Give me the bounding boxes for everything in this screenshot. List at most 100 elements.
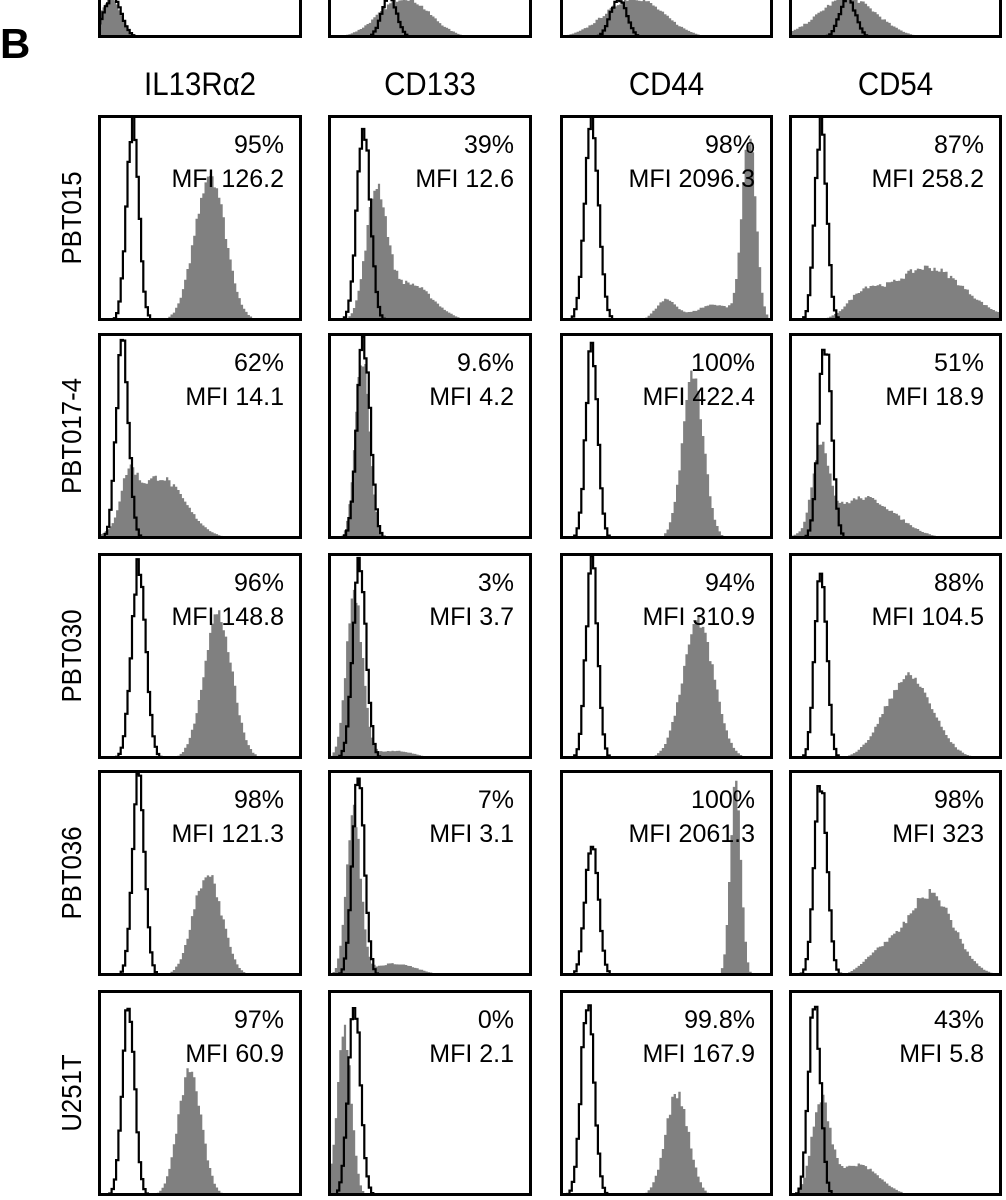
- percent-positive: 7%: [478, 786, 514, 814]
- panel-frame: [789, 770, 1002, 976]
- panel-frame: [328, 770, 532, 976]
- percent-positive: 62%: [234, 349, 284, 377]
- percent-positive: 39%: [464, 131, 514, 159]
- mfi-value: MFI 3.1: [429, 820, 514, 848]
- panel-frame: [98, 770, 302, 976]
- percent-positive: 0%: [478, 1006, 514, 1034]
- stained-histogram: [560, 1091, 773, 1196]
- histogram-panel: 62% MFI 14.1: [98, 333, 302, 539]
- histogram-panel: 94% MFI 310.9: [560, 553, 773, 759]
- stained-histogram: [789, 889, 1002, 976]
- histogram-panel: 51% MFI 18.9: [789, 333, 1002, 539]
- histogram-panel: 99.8% MFI 167.9: [560, 990, 773, 1196]
- mfi-value: MFI 422.4: [642, 383, 755, 411]
- mfi-value: MFI 104.5: [871, 603, 984, 631]
- panel-frame: [789, 115, 1002, 321]
- panel-frame: [560, 115, 773, 321]
- stained-histogram: [789, 0, 1002, 38]
- stained-histogram: [560, 615, 773, 759]
- stained-histogram: [98, 610, 302, 759]
- percent-positive: 3%: [478, 569, 514, 597]
- isotype-histogram: [98, 1007, 302, 1196]
- histogram-panel: 96% MFI 148.8: [98, 553, 302, 759]
- mfi-value: MFI 2096.3: [629, 165, 755, 193]
- stained-histogram: [328, 589, 532, 759]
- panel-frame: [789, 990, 1002, 1196]
- isotype-histogram: [560, 341, 773, 539]
- stained-histogram: [789, 441, 1002, 539]
- percent-positive: 43%: [934, 1006, 984, 1034]
- panel-frame: [328, 990, 532, 1196]
- histogram-panel: 97% MFI 60.9: [98, 990, 302, 1196]
- percent-positive: 88%: [934, 569, 984, 597]
- mfi-value: MFI 14.1: [185, 383, 284, 411]
- histogram-panel: 88% MFI 104.5: [789, 553, 1002, 759]
- mfi-value: MFI 3.7: [429, 603, 514, 631]
- histogram-panel: 98% MFI 323: [789, 770, 1002, 976]
- histogram-panel: 0% MFI 2.1: [328, 990, 532, 1196]
- partial-histogram-panel: [789, 0, 1002, 38]
- stained-histogram: [98, 0, 302, 38]
- isotype-histogram: [789, 572, 1002, 759]
- isotype-histogram: [789, 115, 1002, 321]
- panel-frame: [98, 0, 302, 38]
- isotype-histogram: [98, 338, 302, 539]
- partial-histogram-panel: [328, 0, 532, 38]
- row-label: PBT036: [56, 826, 87, 920]
- mfi-value: MFI 2.1: [429, 1040, 514, 1068]
- percent-positive: 87%: [934, 131, 984, 159]
- panel-frame: [98, 333, 302, 539]
- percent-positive: 9.6%: [457, 349, 514, 377]
- histogram-panel: 95% MFI 126.2: [98, 115, 302, 321]
- panel-frame: [560, 333, 773, 539]
- percent-positive: 100%: [691, 349, 755, 377]
- isotype-histogram: [789, 785, 1002, 976]
- isotype-histogram: [328, 1007, 532, 1196]
- stained-histogram: [789, 265, 1002, 321]
- stained-histogram: [328, 0, 532, 38]
- isotype-histogram: [789, 348, 1002, 539]
- isotype-histogram: [560, 845, 773, 976]
- panel-frame: [328, 115, 532, 321]
- panel-frame: [789, 553, 1002, 759]
- panel-frame: [328, 0, 532, 38]
- mfi-value: MFI 148.8: [171, 603, 284, 631]
- stained-histogram: [560, 780, 773, 976]
- isotype-histogram: [328, 127, 532, 321]
- isotype-histogram: [560, 115, 773, 321]
- stained-histogram: [98, 1068, 302, 1196]
- histogram-panel: 98% MFI 2096.3: [560, 115, 773, 321]
- stained-histogram: [98, 176, 302, 321]
- isotype-histogram: [789, 1005, 1002, 1196]
- panel-frame: [789, 333, 1002, 539]
- panel-frame: [560, 770, 773, 976]
- panel-frame: [560, 990, 773, 1196]
- row-label: PBT015: [56, 171, 87, 265]
- histogram-panel: 43% MFI 5.8: [789, 990, 1002, 1196]
- panel-frame: [328, 553, 532, 759]
- isotype-histogram: [560, 1004, 773, 1196]
- isotype-histogram: [98, 558, 302, 759]
- percent-positive: 98%: [934, 786, 984, 814]
- panel-frame: [98, 115, 302, 321]
- stained-histogram: [328, 1024, 532, 1196]
- isotype-histogram: [98, 0, 302, 38]
- percent-positive: 98%: [234, 786, 284, 814]
- panel-letter: B: [0, 20, 31, 67]
- mfi-value: MFI 126.2: [171, 165, 284, 193]
- histogram-panel: 39% MFI 12.6: [328, 115, 532, 321]
- panel-frame: [328, 333, 532, 539]
- percent-positive: 99.8%: [684, 1006, 755, 1034]
- mfi-value: MFI 167.9: [642, 1040, 755, 1068]
- column-header: CD54: [857, 66, 934, 102]
- mfi-value: MFI 5.8: [899, 1040, 984, 1068]
- isotype-histogram: [98, 773, 302, 976]
- histogram-panel: 3% MFI 3.7: [328, 553, 532, 759]
- percent-positive: 100%: [691, 786, 755, 814]
- isotype-histogram: [560, 555, 773, 759]
- partial-histogram-panel: [560, 0, 773, 38]
- partial-histogram-panel: [98, 0, 302, 38]
- histogram-panel: 7% MFI 3.1: [328, 770, 532, 976]
- row-label: PBT017-4: [56, 378, 87, 495]
- isotype-histogram: [98, 115, 302, 321]
